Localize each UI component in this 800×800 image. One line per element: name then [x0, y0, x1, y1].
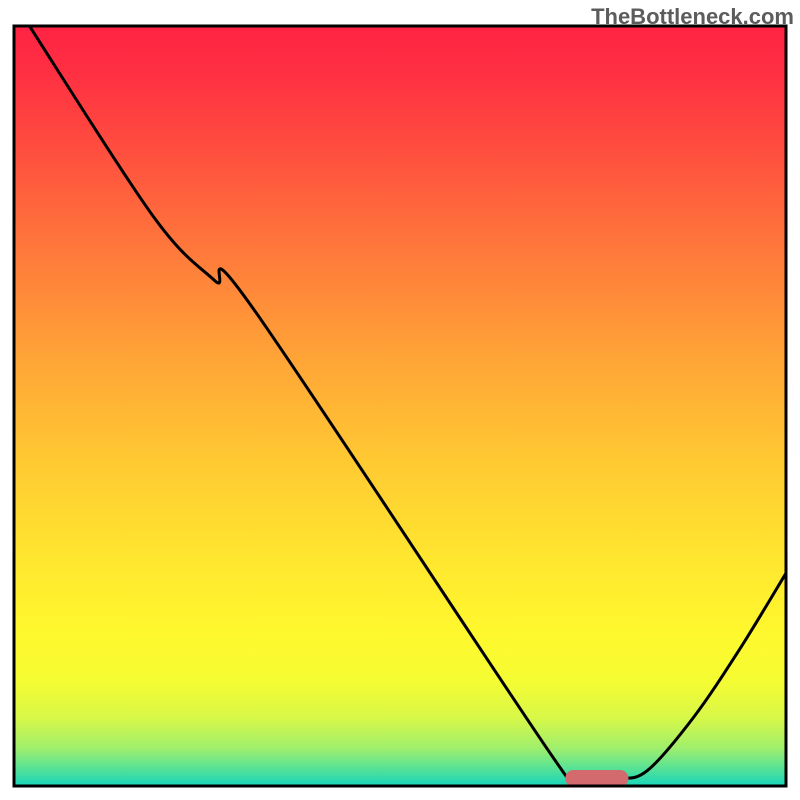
plot-background: [14, 26, 786, 786]
chart-container: TheBottleneck.com: [0, 0, 800, 800]
optimal-zone-marker: [565, 770, 628, 787]
bottleneck-curve-chart: [0, 0, 800, 800]
watermark-text: TheBottleneck.com: [591, 4, 794, 30]
